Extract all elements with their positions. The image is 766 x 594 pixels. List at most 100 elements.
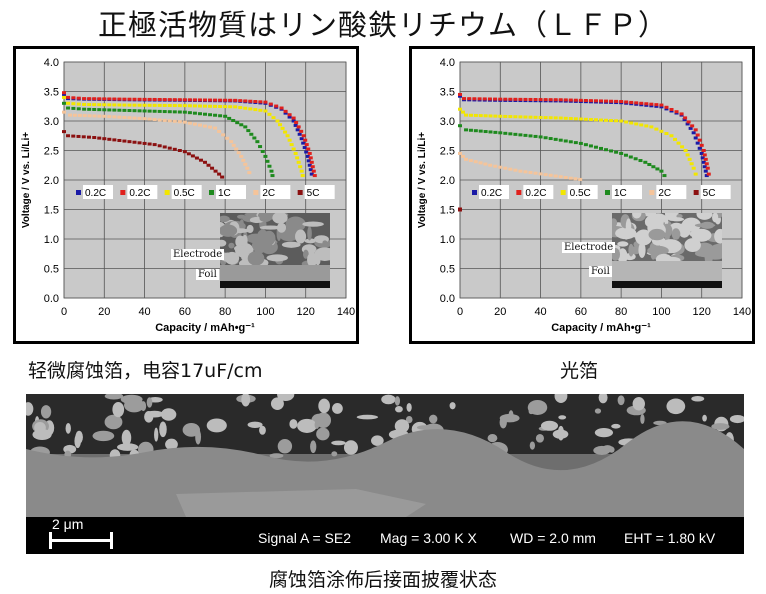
data-point [629,121,634,125]
data-point [307,163,312,167]
data-point [71,106,76,110]
data-point [310,165,315,169]
data-point [71,102,76,106]
data-point [152,143,157,147]
sem-grain [594,428,614,438]
foil-label-left: Foil [196,269,219,280]
data-point [71,96,76,100]
data-point [568,140,573,144]
sem-grain [40,405,52,419]
data-point [132,140,137,144]
sem-grain [343,440,358,455]
data-point [142,97,147,101]
y-tick-label: 2.0 [44,175,59,187]
legend-label: 5C [307,188,320,199]
data-point [137,97,142,101]
legend-label-bg [304,185,335,199]
data-point [249,132,254,136]
data-point [162,145,167,149]
data-point [112,138,117,142]
sem-grain [598,394,608,404]
data-point [238,99,243,103]
data-point [488,130,493,134]
legend-label: 0.5C [174,188,195,199]
data-point [187,121,192,125]
data-point [127,103,132,107]
data-point [304,143,309,147]
data-point [306,147,311,151]
data-point [157,109,162,113]
data-point [172,110,177,114]
data-point [543,173,548,177]
data-point [62,91,66,95]
legend-label: 5C [703,188,716,199]
data-point [82,97,87,101]
data-point [477,97,482,101]
legend-swatch [649,190,655,195]
data-point [299,169,304,173]
data-point [291,116,296,120]
data-point [705,166,710,170]
sem-grain [304,238,317,244]
data-point [92,114,97,118]
data-point [664,132,669,136]
legend-label-bg [171,185,202,199]
sem-inset-right [612,213,722,288]
data-point [147,109,152,113]
data-point [62,101,66,105]
data-point [609,119,614,123]
data-point [213,104,218,108]
sem-grain [75,430,83,444]
sem-grain [281,241,301,248]
sem-grain [315,412,332,429]
data-point [197,104,202,108]
sem-grain [165,438,178,451]
data-point [676,141,681,145]
data-point [157,118,162,122]
sem-grain [535,434,544,443]
sem-grain [121,429,132,446]
data-point [478,114,483,118]
data-point [599,118,603,122]
data-point [558,138,563,142]
sem-grain [117,443,139,451]
data-point [283,109,288,113]
sem-signal: Signal A = SE2 [258,530,352,546]
data-point [508,115,513,119]
data-point [629,100,634,104]
data-point [306,159,311,163]
data-point [604,148,609,152]
sem-grain [628,243,634,257]
data-point [152,103,157,107]
data-point [127,109,132,113]
y-tick-label: 1.5 [44,205,59,217]
data-point [208,125,213,129]
y-tick-label: 0.0 [44,293,59,305]
data-point [305,154,310,158]
data-point [488,114,493,118]
data-point [287,113,292,117]
data-point [702,165,707,169]
sem-grain [307,252,318,268]
x-tick-label: 20 [494,306,506,318]
data-point [483,114,488,118]
data-point [233,105,238,109]
data-point [538,115,543,119]
data-point [62,92,66,96]
sem-working-distance: WD = 2.0 mm [510,530,596,546]
data-point [558,175,563,179]
sem-grain [558,415,567,420]
data-point [609,99,614,103]
data-point [192,122,197,126]
sem-grain [670,217,685,222]
sem-grain [250,213,257,218]
y-tick-label: 2.5 [44,146,59,158]
foil-label-right: Foil [589,266,612,277]
data-point [122,103,127,107]
sem-grain [617,395,625,406]
sem-grain [220,224,238,237]
data-point [142,141,147,145]
data-point [97,103,102,107]
data-point [112,115,117,119]
sem-grain [395,405,403,413]
